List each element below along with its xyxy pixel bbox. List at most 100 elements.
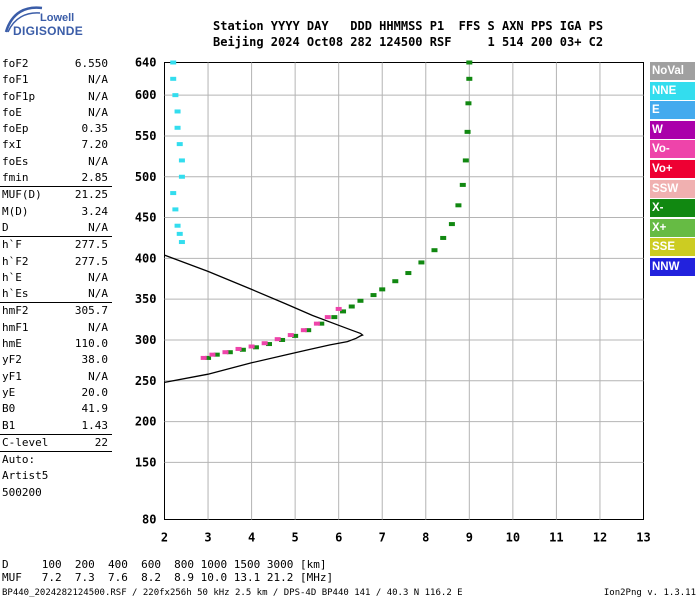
param-value: N/A — [88, 154, 108, 168]
y-tick-label: 350 — [135, 292, 157, 306]
echo-point — [405, 271, 412, 276]
grid-lines — [164, 62, 644, 520]
autoscaling-info: 500200 — [2, 485, 42, 499]
logo-bottom-text: DIGISONDE — [13, 24, 84, 38]
echo-point — [252, 345, 259, 350]
legend-entry: NoVal — [650, 62, 695, 80]
echo-point — [174, 223, 181, 228]
param-value: N/A — [88, 89, 108, 103]
param-value: N/A — [88, 220, 108, 234]
param-name: D — [2, 220, 9, 234]
x-tick-label: 6 — [335, 531, 342, 545]
param-row: C-level 22 — [0, 433, 112, 451]
param-value: 7.20 — [81, 138, 109, 152]
y-tick-label: 200 — [135, 415, 157, 429]
param-name: foEp — [2, 122, 29, 136]
y-tick-label: 400 — [135, 251, 157, 265]
electron-density-profile — [164, 254, 364, 384]
param-name: yF1 — [2, 369, 22, 383]
legend-entry: SSE — [650, 238, 695, 257]
param-row: foF1 N/A — [0, 72, 112, 88]
param-row: foEs N/A — [0, 154, 112, 170]
x-tick-label: 9 — [466, 531, 473, 545]
echo-point — [418, 260, 425, 265]
echo-point — [348, 304, 355, 309]
echo-point — [459, 182, 466, 187]
param-name: B1 — [2, 418, 16, 432]
echo-point — [292, 333, 299, 338]
echo-point — [305, 328, 312, 333]
y-tick-label: 550 — [135, 129, 157, 143]
echo-traces — [170, 60, 473, 360]
echo-point — [448, 222, 455, 227]
param-row: h`E N/A — [0, 270, 112, 286]
param-name: h`F — [2, 238, 22, 252]
echo-point — [335, 306, 342, 311]
param-name: foF2 — [2, 57, 29, 70]
echo-point — [266, 342, 273, 347]
echo-point — [170, 191, 177, 196]
param-row: hmF1 N/A — [0, 320, 112, 336]
y-tick-label: 150 — [135, 455, 157, 469]
legend-entry: X+ — [650, 218, 695, 237]
echo-point — [465, 101, 472, 106]
echo-point — [466, 60, 473, 65]
param-value: 41.9 — [81, 402, 109, 416]
echo-point — [370, 293, 377, 298]
legend-entry: NNE — [650, 81, 695, 100]
param-row: foEp 0.35 — [0, 121, 112, 137]
param-row: fxI 7.20 — [0, 137, 112, 153]
param-name: hmF1 — [2, 320, 29, 334]
legend-entry: X- — [650, 199, 695, 218]
echo-point — [178, 158, 185, 163]
echo-point — [174, 109, 181, 114]
param-row: hmF2 305.7 — [0, 302, 112, 319]
legend-entry: NNW — [650, 257, 695, 276]
profile-curve-layer — [164, 254, 364, 384]
echo-point — [170, 76, 177, 81]
param-value: N/A — [88, 105, 108, 119]
echo-point — [440, 235, 447, 240]
echo-point — [340, 309, 347, 314]
echo-point — [226, 350, 233, 355]
y-tick-label: 450 — [135, 211, 157, 225]
x-tick-label: 4 — [248, 531, 255, 545]
param-row: hmE 110.0 — [0, 336, 112, 352]
param-value: 3.24 — [81, 204, 109, 218]
echo-point — [239, 347, 246, 352]
param-value: 110.0 — [74, 337, 108, 351]
param-name: foE — [2, 105, 22, 119]
echo-point — [178, 240, 185, 245]
param-value: 277.5 — [74, 254, 108, 268]
param-value: N/A — [88, 287, 108, 301]
echo-point — [357, 298, 364, 303]
param-row: foF1p N/A — [0, 89, 112, 105]
autoscaling-info: Artist5 — [2, 469, 49, 483]
echo-point — [300, 328, 307, 333]
x-tick-label: 2 — [161, 531, 168, 545]
x-tick-label: 10 — [506, 531, 520, 545]
echo-point — [466, 76, 473, 81]
param-name: MUF(D) — [2, 188, 42, 202]
legend-entry: Vo- — [650, 140, 695, 159]
x-tick-label: 13 — [636, 531, 650, 545]
legend-entry: SSW — [650, 179, 695, 198]
param-row: M(D) 3.24 — [0, 204, 112, 220]
echo-point — [379, 287, 386, 292]
y-tick-label: 80 — [142, 513, 156, 527]
x-tick-label: 3 — [204, 531, 211, 545]
param-value: 277.5 — [74, 238, 108, 252]
trace-series — [205, 60, 473, 360]
param-value: N/A — [88, 270, 108, 284]
param-name: B0 — [2, 402, 16, 416]
header-line-1: Station YYYY DAY DDD HHMMSS P1 FFS S AXN… — [213, 19, 604, 33]
x-tick-label: 5 — [292, 531, 299, 545]
echo-point — [174, 125, 181, 130]
param-value: 22 — [94, 435, 108, 449]
param-name: foF1p — [2, 89, 36, 103]
file-info: BP440_2024282124500.RSF / 220fx256h 50 k… — [2, 588, 463, 598]
y-tick-label: 300 — [135, 333, 157, 347]
legend-entry: W — [650, 120, 695, 139]
param-name: foEs — [2, 154, 29, 168]
polarization-legend: NoVal NNE E W Vo- Vo+ SSW X- X+ SSE NNW — [650, 62, 695, 278]
